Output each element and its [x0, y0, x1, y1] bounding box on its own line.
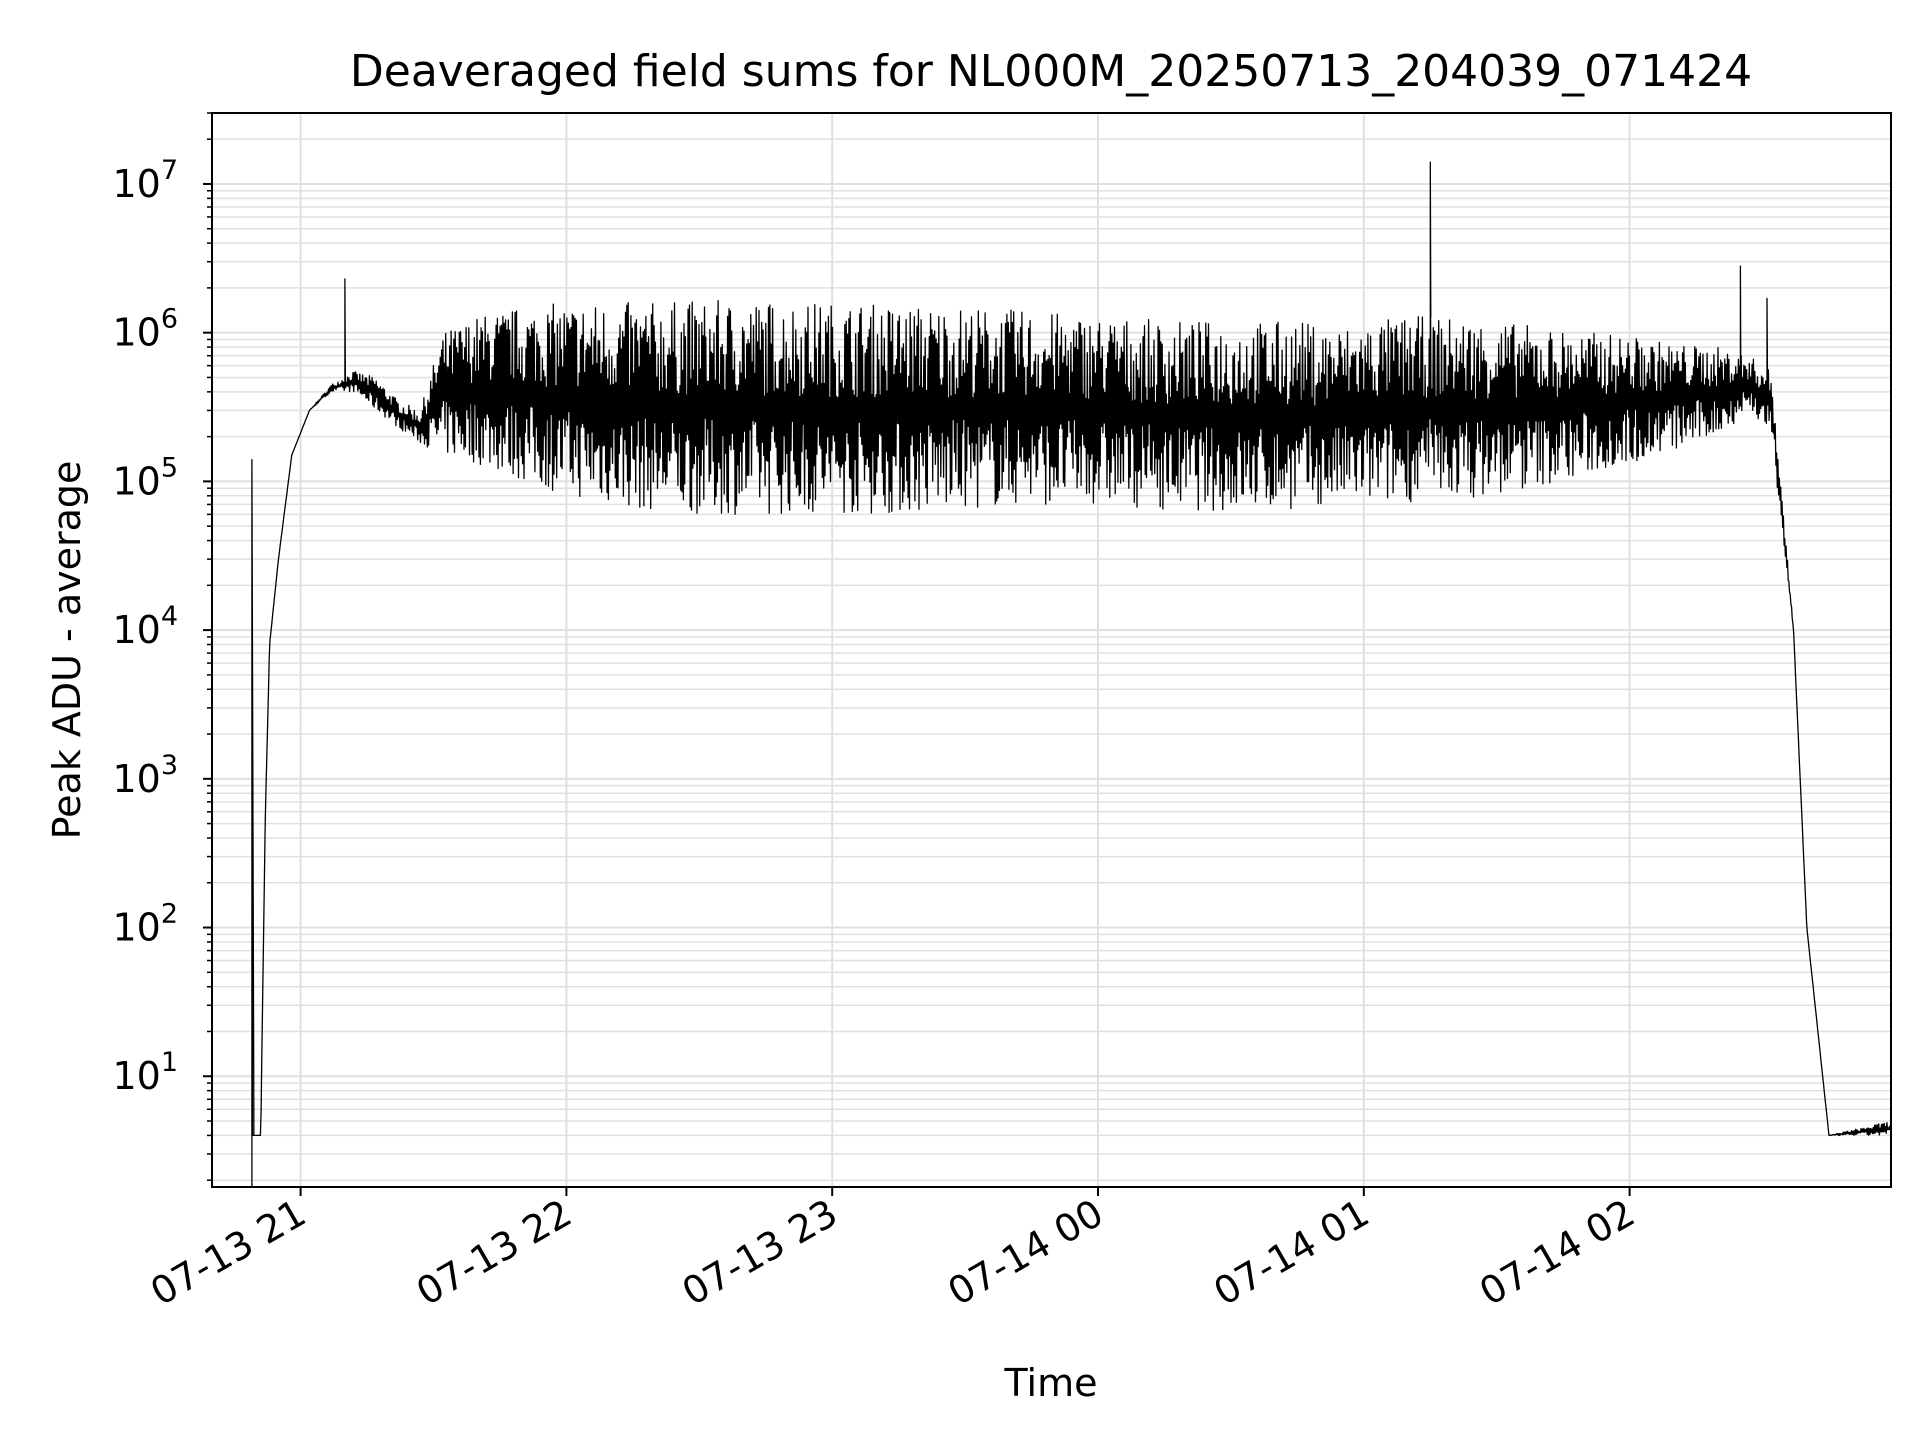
x-tick-label: 07-14 02 — [1472, 1191, 1642, 1315]
data-series — [251, 161, 1892, 1187]
y-tick-label: 107 — [112, 155, 178, 206]
y-tick-label: 106 — [112, 304, 178, 355]
plot-frame — [211, 112, 1892, 1188]
y-axis-label: Peak ADU - average — [45, 461, 89, 840]
axis-ticks: 101 102 103 104 105 106 107 07-13 21 07-13 22 07-… — [112, 112, 1642, 1315]
y-tick-label: 104 — [112, 601, 178, 652]
x-tick-label: 07-14 01 — [1206, 1191, 1376, 1315]
series-line — [251, 161, 1892, 1187]
x-tick-label: 07-13 21 — [143, 1191, 313, 1315]
y-tick-label: 101 — [112, 1047, 178, 1098]
y-tick-label: 102 — [112, 899, 178, 950]
chart-title: Deaveraged field sums for NL000M_2025071… — [350, 46, 1752, 97]
y-tick-label: 105 — [112, 452, 178, 503]
x-tick-label: 07-13 22 — [409, 1191, 579, 1315]
x-tick-label: 07-13 23 — [675, 1191, 845, 1315]
x-axis-label: Time — [1004, 1361, 1098, 1405]
y-tick-label: 103 — [112, 750, 178, 801]
x-tick-label: 07-14 00 — [941, 1191, 1111, 1315]
grid — [212, 112, 1891, 1187]
